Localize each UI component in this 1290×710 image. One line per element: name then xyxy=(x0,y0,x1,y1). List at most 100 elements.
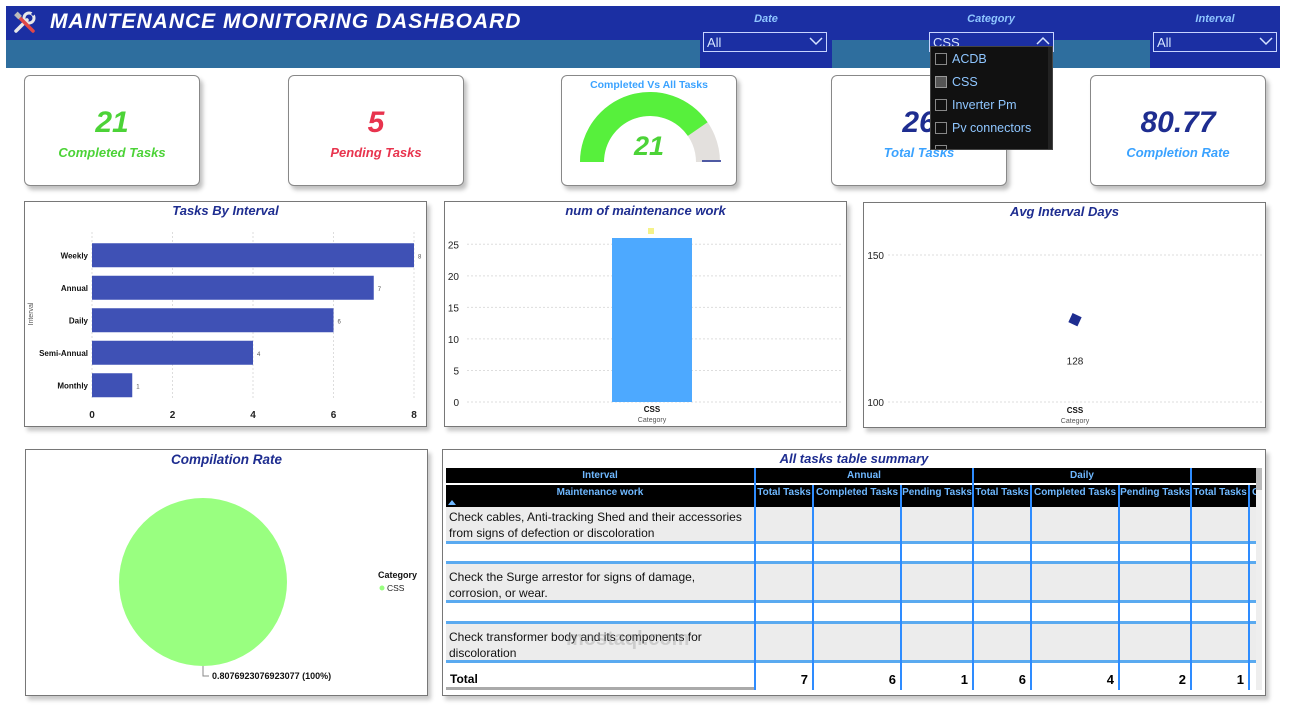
y-tick-label: 100 xyxy=(867,398,884,409)
horizontal-scrollbar[interactable] xyxy=(446,687,754,690)
scrollbar-thumb[interactable] xyxy=(1256,468,1262,490)
y-tick-label: 0 xyxy=(453,398,459,409)
category-options-list: ACDB CSS Inverter Pm Pv connectors xyxy=(930,46,1053,150)
category-option-pv-connectors[interactable]: Pv connectors xyxy=(935,119,1031,137)
tasks-by-interval-panel: Tasks By Interval 0 2 4 6 8 Interval Weekly 8 An… xyxy=(24,201,427,427)
row-divider xyxy=(446,541,1258,544)
watermark: mostaql.com xyxy=(566,628,690,650)
column-divider xyxy=(972,468,974,690)
y-tick-label: 5 xyxy=(453,366,459,377)
tasks-by-interval-chart: 0 2 4 6 8 Interval Weekly 8 Annual 7 Daily 6 Semi-An… xyxy=(28,232,422,421)
column-divider xyxy=(754,468,756,690)
total-value: 1 xyxy=(1236,672,1244,687)
category-option-label: Inverter Pm xyxy=(952,98,1017,112)
header-band xyxy=(6,40,1280,68)
checkbox-checked-icon[interactable] xyxy=(935,76,947,88)
pending-tasks-label: Pending Tasks xyxy=(330,145,422,160)
checkbox-icon[interactable] xyxy=(935,145,947,149)
column-header[interactable]: Total Tasks xyxy=(1192,485,1248,507)
category-label: Semi-Annual xyxy=(39,349,88,358)
x-tick-label: 2 xyxy=(170,410,176,421)
total-row-label: Total xyxy=(450,672,478,686)
completion-rate-label: Completion Rate xyxy=(1126,145,1230,160)
compilation-rate-title: Compilation Rate xyxy=(170,452,282,467)
table-row[interactable] xyxy=(446,507,1258,541)
maintenance-work-title: num of maintenance work xyxy=(565,203,726,218)
column-divider xyxy=(1030,485,1032,690)
category-option-partial[interactable] xyxy=(935,142,952,149)
dropdown-scrollbar[interactable] xyxy=(1048,47,1052,149)
table-row-label: Check the Surge arrestor for signs of da… xyxy=(449,570,696,600)
total-value: 7 xyxy=(800,672,808,687)
column-header[interactable]: Completed Tasks xyxy=(1032,485,1118,507)
gauge-title: Completed Vs All Tasks xyxy=(590,79,708,91)
bar xyxy=(92,243,414,268)
category-option-inverter-pm[interactable]: Inverter Pm xyxy=(935,96,1017,114)
category-label: CSS xyxy=(644,405,661,414)
bar xyxy=(612,238,692,402)
y-tick-label: 10 xyxy=(448,335,460,346)
total-value: 6 xyxy=(1018,672,1026,687)
tasks-table-title: All tasks table summary xyxy=(779,451,929,466)
data-label: 4 xyxy=(257,352,261,358)
completed-tasks-value: 21 xyxy=(95,106,129,139)
table-row[interactable] xyxy=(446,564,1258,600)
interval-dropdown[interactable]: All xyxy=(1153,32,1277,52)
group-header-next xyxy=(1192,468,1258,483)
category-option-label: CSS xyxy=(952,75,978,89)
bar xyxy=(92,373,133,398)
data-label: 6 xyxy=(338,319,342,325)
checkbox-icon[interactable] xyxy=(935,53,947,65)
category-label: Annual xyxy=(61,284,88,293)
date-dropdown[interactable]: All xyxy=(703,32,827,52)
row-divider xyxy=(446,561,1258,564)
table-row-label: Check cables, Anti-tracking Shed and the… xyxy=(449,510,742,540)
checkbox-icon[interactable] xyxy=(935,122,947,134)
leader-line xyxy=(202,666,209,677)
compilation-rate-chart: 0.8076923076923077 (100%) Category CSS xyxy=(119,498,417,681)
column-header[interactable]: Pending Tasks xyxy=(902,485,972,507)
column-header[interactable]: Total Tasks xyxy=(756,485,812,507)
date-slicer-title: Date xyxy=(754,13,778,25)
column-header[interactable]: Pending Tasks xyxy=(1120,485,1190,507)
category-label: Daily xyxy=(69,316,89,325)
chevron-up-icon xyxy=(1036,36,1050,45)
category-label: CSS xyxy=(1067,406,1084,415)
interval-dropdown-value: All xyxy=(1157,35,1172,50)
x-axis-label: Category xyxy=(1061,418,1090,425)
tasks-by-interval-title: Tasks By Interval xyxy=(172,203,279,218)
bar xyxy=(92,308,334,333)
category-option-acdb[interactable]: ACDB xyxy=(935,50,987,68)
column-header[interactable]: Completed Tasks xyxy=(814,485,900,507)
checkbox-icon[interactable] xyxy=(935,99,947,111)
category-option-label: ACDB xyxy=(952,52,987,66)
column-divider xyxy=(1248,485,1250,690)
avg-interval-chart: 100 150 128 CSS Category xyxy=(867,251,1262,425)
sort-ascending-icon[interactable] xyxy=(448,499,456,505)
table-vertical-scrollbar[interactable] xyxy=(1256,468,1262,690)
data-label: 128 xyxy=(1067,357,1084,368)
date-slicer: Date All xyxy=(700,6,832,68)
category-label: Monthly xyxy=(57,381,88,390)
legend-label: CSS xyxy=(387,583,405,593)
completion-rate-value: 80.77 xyxy=(1140,106,1216,139)
compilation-rate-panel: Compilation Rate 0.8076923076923077 (100… xyxy=(25,449,428,696)
category-slicer-title: Category xyxy=(967,13,1015,25)
column-divider xyxy=(1118,485,1120,690)
table-row[interactable] xyxy=(446,624,1258,660)
y-tick-label: 15 xyxy=(448,303,460,314)
completed-tasks-label: Completed Tasks xyxy=(58,145,166,160)
bar xyxy=(92,340,253,365)
column-header[interactable]: C xyxy=(1250,485,1258,507)
category-option-css[interactable]: CSS xyxy=(935,73,978,91)
maintenance-work-header[interactable]: Maintenance work xyxy=(446,485,754,507)
column-header[interactable]: Total Tasks xyxy=(974,485,1030,507)
x-tick-label: 6 xyxy=(331,410,337,421)
tasks-summary-table: Interval Annual Daily Maintenance work T… xyxy=(446,468,1258,690)
completion-gauge-card: Completed Vs All Tasks 21 xyxy=(561,75,737,186)
group-header-annual: Annual xyxy=(756,468,972,483)
data-label-marker xyxy=(648,228,654,234)
table-row-label: Check transformer body and its component… xyxy=(449,630,702,660)
completion-rate-card: 80.77 Completion Rate xyxy=(1090,75,1266,186)
